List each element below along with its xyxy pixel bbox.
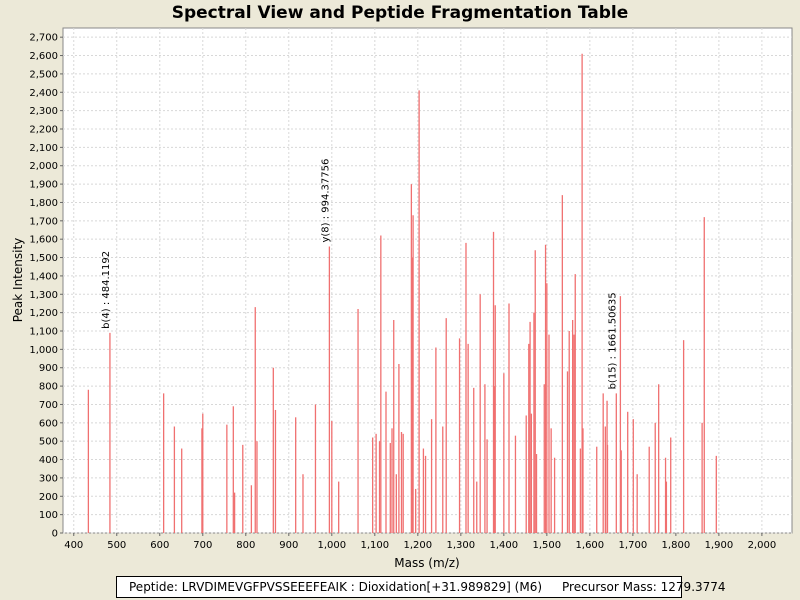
x-tick-label: 1,000 xyxy=(317,540,346,551)
y-tick-label: 2,200 xyxy=(29,125,58,136)
axes: 0 100 200 300 400 500 600 700 800 900 1,000 1,100 1,… xyxy=(29,33,776,551)
peak-annotation: y(8) : 994.37756 xyxy=(320,159,331,243)
peak-annotation: b(15) : 1661.50635 xyxy=(607,292,618,389)
y-tick-label: 300 xyxy=(39,473,58,484)
x-axis-label: Mass (m/z) xyxy=(394,556,459,570)
peak-annotations: b(4) : 484.1192 y(8) : 994.37756 b(15) : 1… xyxy=(101,159,618,390)
y-tick-label: 1,100 xyxy=(29,327,58,338)
y-tick-label: 1,500 xyxy=(29,253,58,264)
y-tick-label: 1,800 xyxy=(29,198,58,209)
peptide-text: Peptide: LRVDIMEVGFPVSSEEEFEAIK : Dioxid… xyxy=(129,580,543,594)
x-tick-label: 1,500 xyxy=(533,540,562,551)
x-tick-label: 1,100 xyxy=(360,540,389,551)
y-tick-label: 900 xyxy=(39,363,58,374)
y-tick-label: 400 xyxy=(39,455,58,466)
x-tick-label: 700 xyxy=(193,540,212,551)
x-tick-label: 2,000 xyxy=(748,540,777,551)
y-tick-label: 2,000 xyxy=(29,161,58,172)
plot-area xyxy=(62,27,793,534)
x-tick-label: 1,200 xyxy=(404,540,433,551)
y-tick-label: 1,600 xyxy=(29,235,58,246)
y-tick-label: 1,700 xyxy=(29,216,58,227)
y-tick-label: 0 xyxy=(52,529,58,540)
y-axis-label: Peak Intensity xyxy=(11,238,25,323)
peaks xyxy=(87,53,717,533)
y-tick-label: 2,400 xyxy=(29,88,58,99)
x-tick-label: 1,300 xyxy=(447,540,476,551)
x-tick-label: 1,400 xyxy=(490,540,519,551)
x-tick-label: 500 xyxy=(107,540,126,551)
y-tick-label: 1,400 xyxy=(29,271,58,282)
y-tick-label: 1,200 xyxy=(29,308,58,319)
x-tick-label: 400 xyxy=(64,540,83,551)
y-tick-label: 2,700 xyxy=(29,33,58,44)
y-tick-label: 1,900 xyxy=(29,180,58,191)
y-tick-label: 700 xyxy=(39,400,58,411)
x-tick-label: 1,800 xyxy=(662,540,691,551)
y-tick-label: 1,000 xyxy=(29,345,58,356)
x-tick-label: 1,700 xyxy=(619,540,648,551)
y-tick-label: 2,600 xyxy=(29,51,58,62)
y-tick-label: 100 xyxy=(39,510,58,521)
y-tick-label: 600 xyxy=(39,418,58,429)
x-tick-label: 600 xyxy=(150,540,169,551)
y-tick-label: 200 xyxy=(39,492,58,503)
y-tick-label: 2,300 xyxy=(29,106,58,117)
grid-lines xyxy=(63,28,792,534)
y-tick-label: 500 xyxy=(39,437,58,448)
peptide-info-box: Peptide: LRVDIMEVGFPVSSEEEFEAIK : Dioxid… xyxy=(116,576,726,598)
precursor-mass-text: Precursor Mass: 1279.3774 xyxy=(562,580,726,594)
x-tick-label: 800 xyxy=(236,540,255,551)
y-tick-label: 800 xyxy=(39,382,58,393)
x-tick-label: 900 xyxy=(279,540,298,551)
y-tick-label: 2,100 xyxy=(29,143,58,154)
chart-title: Spectral View and Peptide Fragmentation … xyxy=(171,3,629,23)
y-tick-label: 2,500 xyxy=(29,69,58,80)
y-tick-label: 1,300 xyxy=(29,290,58,301)
peak-annotation: b(4) : 484.1192 xyxy=(101,251,112,329)
x-tick-label: 1,900 xyxy=(705,540,734,551)
x-tick-label: 1,600 xyxy=(576,540,605,551)
